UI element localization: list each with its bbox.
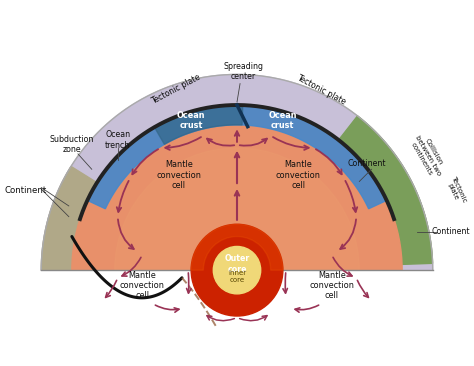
Text: Mantle
convection
cell: Mantle convection cell [276, 160, 321, 190]
Text: Inner
core: Inner core [228, 270, 246, 283]
Circle shape [191, 224, 283, 316]
Circle shape [213, 246, 261, 294]
Text: Continent: Continent [432, 227, 470, 236]
Text: Outer
core: Outer core [224, 254, 250, 274]
FancyArrowPatch shape [235, 131, 239, 142]
Text: Tectonic plate: Tectonic plate [295, 73, 347, 107]
Wedge shape [191, 224, 283, 270]
FancyArrowPatch shape [333, 257, 352, 276]
FancyArrowPatch shape [106, 280, 117, 297]
FancyArrowPatch shape [239, 315, 267, 321]
FancyArrowPatch shape [357, 280, 368, 297]
Text: Mantle
convection
cell: Mantle convection cell [120, 270, 164, 300]
FancyArrowPatch shape [316, 149, 342, 174]
Text: Collision
between two
continents: Collision between two continents [408, 131, 448, 180]
FancyArrowPatch shape [122, 257, 141, 276]
FancyArrowPatch shape [207, 315, 235, 321]
FancyArrowPatch shape [235, 153, 239, 183]
FancyArrowPatch shape [187, 273, 191, 293]
FancyArrowPatch shape [273, 137, 309, 150]
FancyArrowPatch shape [207, 139, 234, 146]
FancyArrowPatch shape [295, 305, 319, 312]
Polygon shape [338, 116, 433, 264]
FancyArrowPatch shape [240, 139, 267, 146]
Polygon shape [155, 105, 243, 144]
Text: Ocean
crust: Ocean crust [269, 111, 297, 130]
Polygon shape [41, 167, 97, 270]
FancyArrowPatch shape [118, 219, 134, 249]
Text: Ocean
crust: Ocean crust [177, 111, 205, 130]
Text: Mantle
convection
cell: Mantle convection cell [156, 160, 201, 190]
Text: Ocean
trench: Ocean trench [105, 131, 130, 150]
FancyArrowPatch shape [165, 137, 201, 150]
Text: Continent: Continent [5, 186, 47, 195]
FancyArrowPatch shape [235, 191, 239, 220]
Polygon shape [87, 105, 387, 209]
Text: Continent: Continent [348, 158, 386, 168]
Text: Tectonic plate: Tectonic plate [150, 73, 202, 107]
Wedge shape [72, 105, 402, 270]
Text: Mantle
convection
cell: Mantle convection cell [310, 270, 354, 300]
Text: Spreading
center: Spreading center [223, 62, 263, 81]
FancyArrowPatch shape [155, 305, 179, 312]
FancyArrowPatch shape [132, 149, 158, 174]
FancyArrowPatch shape [283, 273, 287, 293]
Text: Subduction
zone: Subduction zone [50, 135, 94, 154]
FancyArrowPatch shape [346, 181, 357, 212]
Wedge shape [115, 148, 359, 270]
FancyArrowPatch shape [340, 219, 356, 249]
Wedge shape [41, 74, 433, 270]
FancyArrowPatch shape [117, 181, 128, 212]
Text: Tectonic
plate: Tectonic plate [444, 175, 467, 206]
